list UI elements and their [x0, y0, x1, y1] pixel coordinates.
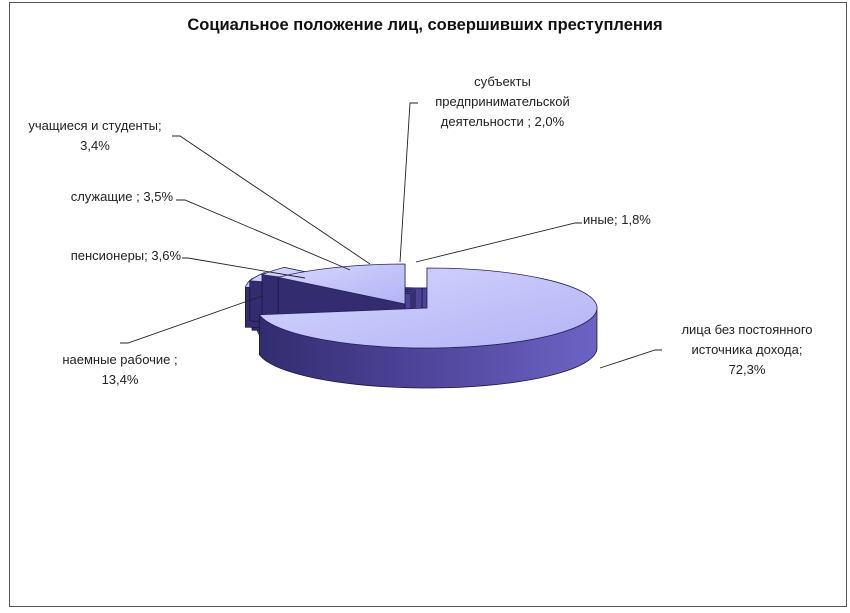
slice-label-line: лица без постоянного — [681, 322, 813, 337]
slice-label-line: предпринимательской — [435, 94, 570, 109]
slice-label-line: 72,3% — [728, 362, 766, 377]
slice-label-other: иные; 1,8% — [583, 210, 651, 230]
slice-label-line: источника дохода; — [691, 342, 803, 357]
leader-line-workers — [120, 295, 263, 344]
slice-label-line: наемные рабочие ; — [62, 352, 178, 367]
leader-line-employees — [176, 199, 351, 271]
slice-label-line: иные; 1,8% — [583, 212, 651, 227]
slice-label-pensioners: пенсионеры; 3,6% — [20, 246, 181, 266]
leader-line-pensioners — [182, 257, 306, 279]
leader-line-students — [172, 135, 371, 265]
chart-frame — [9, 2, 847, 607]
chart-title: Социальное положение лиц, совершивших пр… — [187, 16, 663, 34]
slice-label-line: субъекты — [474, 74, 531, 89]
slice-label-no-income: лица без постоянного источника дохода; 7… — [662, 320, 832, 380]
slice-label-workers: наемные рабочие ; 13,4% — [40, 350, 200, 390]
leader-line-entrepreneurs — [399, 102, 418, 263]
leader-line-other — [415, 222, 582, 263]
slice-label-entrepreneurs: субъекты предпринимательской деятельност… — [415, 72, 590, 132]
pie-slice-no-income — [258, 267, 598, 389]
slice-label-employees: служащие ; 3,5% — [20, 187, 173, 207]
slice-label-line: служащие ; 3,5% — [70, 189, 173, 204]
slice-label-line: 13,4% — [101, 372, 139, 387]
slice-label-students: учащиеся и студенты; 3,4% — [15, 116, 175, 156]
slice-label-line: деятельности ; 2,0% — [440, 114, 565, 129]
slice-label-line: пенсионеры; 3,6% — [70, 248, 181, 263]
leader-line-no-income — [599, 349, 662, 369]
slice-label-line: 3,4% — [80, 138, 110, 153]
slice-label-line: учащиеся и студенты; — [28, 118, 162, 133]
